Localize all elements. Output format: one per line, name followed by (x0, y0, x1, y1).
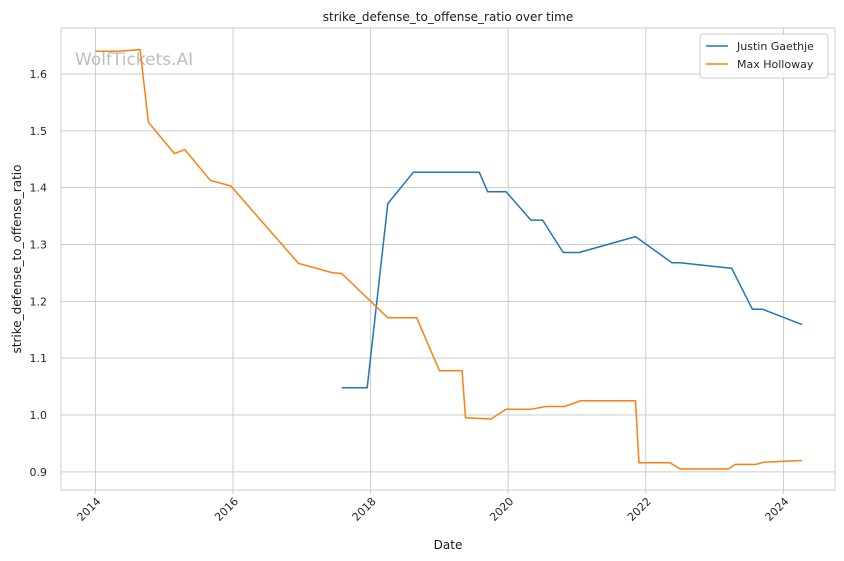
y-axis-ticks: 0.9 1.0 1.1 1.2 1.3 1.4 1.5 1.6 (30, 68, 48, 479)
legend-label-1: Max Holloway (737, 58, 814, 71)
y-tick-label: 0.9 (30, 466, 48, 479)
y-tick-label: 1.5 (30, 125, 48, 138)
series-line-1 (95, 48, 803, 470)
y-tick-label: 1.1 (30, 352, 48, 365)
y-tick-label: 1.3 (30, 239, 48, 252)
y-tick-label: 1.4 (30, 182, 48, 195)
series-layer (95, 48, 803, 470)
series-line-0 (341, 171, 803, 389)
legend: Justin Gaethje Max Holloway (699, 33, 829, 79)
y-tick-label: 1.0 (30, 409, 48, 422)
watermark-text: WolfTickets.AI (75, 50, 193, 70)
y-tick-label: 1.2 (30, 295, 48, 308)
x-axis-label: Date (434, 538, 463, 552)
plot-area (60, 27, 836, 491)
y-tick-label: 1.6 (30, 68, 48, 81)
y-axis-label: strike_defense_to_offense_ratio (10, 165, 24, 354)
chart-title: strike_defense_to_offense_ratio over tim… (323, 10, 573, 24)
legend-box (699, 33, 829, 79)
legend-label-0: Justin Gaethje (736, 40, 814, 53)
